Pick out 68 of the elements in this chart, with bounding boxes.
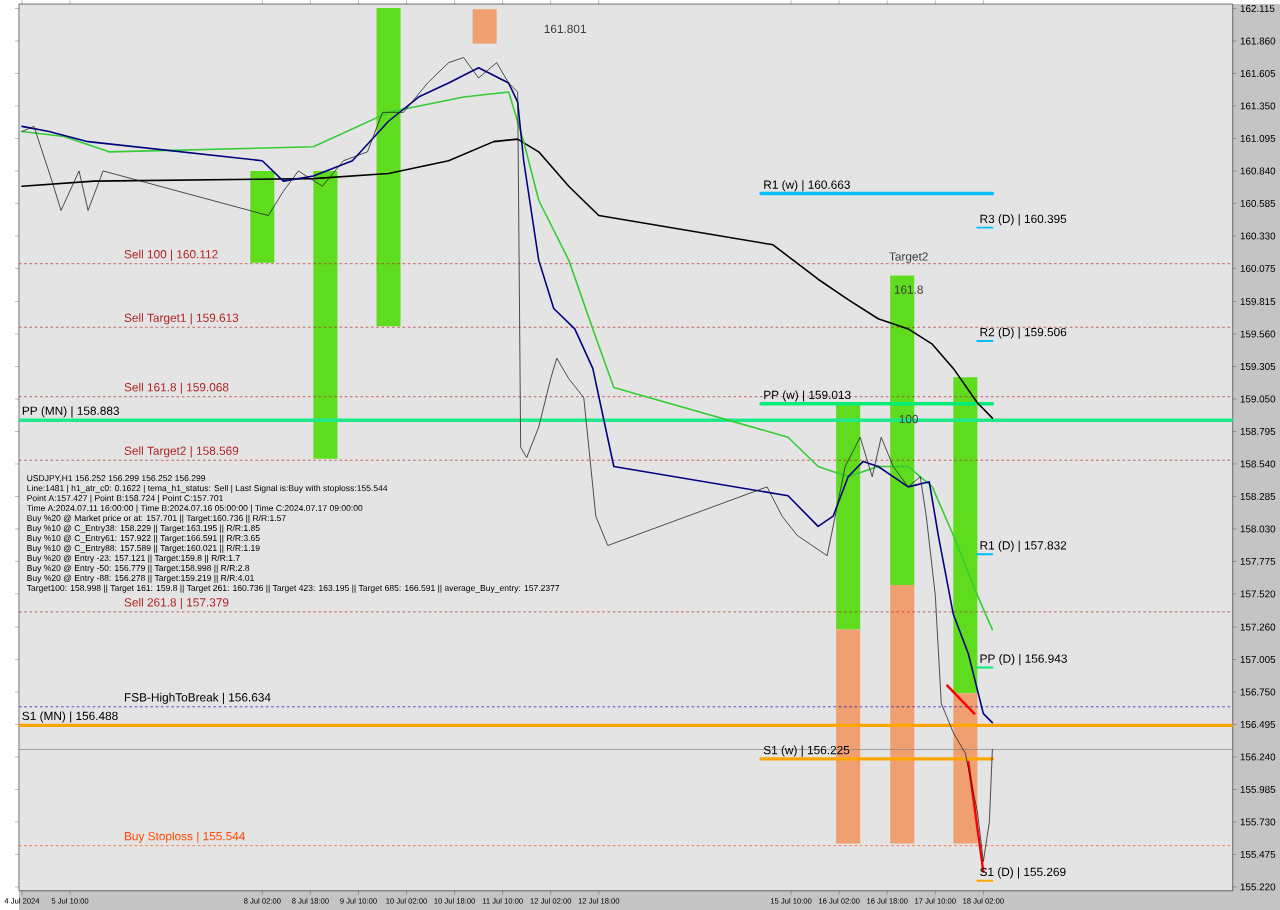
bar	[836, 402, 861, 630]
y-tick-label: 156.750	[1240, 688, 1276, 696]
line-series	[21, 66, 994, 724]
series-label: PP (D) | 156.943	[980, 653, 1067, 665]
y-tick-label: 160.075	[1240, 264, 1276, 272]
y-tick-label: 158.540	[1240, 460, 1276, 468]
y-tick-label: 161.095	[1240, 134, 1276, 142]
annotation: Buy %10 @ C_Entry88: 157.589 || Target:160.021 || R/R:1.19	[27, 544, 260, 553]
y-tick-label: 161.605	[1240, 69, 1276, 77]
annotation: Buy %10 @ C_Entry38: 158.229 || Target:163.195 || R/R:1.85	[27, 524, 260, 533]
y-tick-label: 155.475	[1240, 850, 1276, 858]
y-tick-label: 160.840	[1240, 167, 1276, 175]
y-tick-label: 157.775	[1240, 557, 1276, 565]
y-tick-label: 156.495	[1240, 720, 1276, 728]
ref-line-label: Sell 100 | 160.112	[124, 249, 218, 261]
y-tick-label: 156.240	[1240, 753, 1276, 761]
bar	[376, 7, 401, 327]
series-label: R3 (D) | 160.395	[980, 214, 1067, 226]
bar	[472, 8, 497, 44]
y-tick-label: 160.585	[1240, 199, 1276, 207]
y-tick-label: 157.005	[1240, 655, 1276, 663]
y-tick-label: 155.985	[1240, 785, 1276, 793]
ref-line-label: FSB-HighToBreak | 156.634	[124, 692, 271, 704]
y-tick-label: 162.115	[1240, 4, 1275, 12]
y-tick-label: 158.030	[1240, 525, 1276, 533]
ref-line-label: S1 (MN) | 156.488	[22, 711, 118, 723]
y-tick-label: 161.860	[1240, 37, 1276, 45]
y-tick-label: 158.285	[1240, 492, 1276, 500]
y-tick-label: 159.815	[1240, 297, 1276, 305]
series-label: R1 (w) | 160.663	[764, 179, 850, 192]
annotation: Target100: 158.998 || Target 161: 159.8 || Target 261: 160.736 || Target 423: 163.195 || Target 685: 166.591 || average_Buy_entry: 157.2377	[26, 584, 560, 593]
y-tick-label: 157.260	[1240, 623, 1276, 631]
series-label: S1 (D) | 155.269	[980, 867, 1066, 879]
y-tick-label: 159.305	[1240, 362, 1276, 370]
ref-line-label: Buy Stoploss | 155.544	[124, 831, 245, 843]
y-tick-label: 158.795	[1240, 427, 1276, 435]
y-tick-label: 159.560	[1240, 330, 1276, 338]
bar	[250, 170, 275, 263]
series-label: PP (w) | 159.013	[764, 390, 851, 402]
annotation: Time A:2024.07.11 16:00:00 | Time B:2024.07.16 05:00:00 | Time C:2024.07.17 09:00:00	[26, 504, 363, 513]
ref-line-label: Sell Target2 | 158.569	[124, 446, 239, 458]
annotation: Target2	[889, 252, 928, 263]
y-tick-label: 155.220	[1240, 883, 1276, 891]
bar	[890, 584, 915, 844]
y-tick-label: 160.330	[1240, 232, 1276, 240]
y-tick-label: 157.520	[1240, 590, 1276, 598]
line-series	[21, 90, 994, 631]
y-tick-label: 155.730	[1240, 818, 1276, 826]
annotation: Buy %20 @ Entry -88: 156.278 || Target:159.219 || R/R:4.01	[27, 574, 254, 583]
annotation: Buy %10 @ C_Entry61: 157.922 || Target:166.591 || R/R:3.65	[27, 534, 260, 543]
ref-line-label: Sell Target1 | 159.613	[124, 313, 239, 325]
series-label: R1 (D) | 157.832	[980, 540, 1067, 552]
line-series	[21, 56, 993, 862]
annotation: Line:1481 | h1_atr_c0: 0.1622 | tema_h1_status: Sell | Last Signal is:Buy with stoploss:155.544	[27, 484, 388, 493]
y-tick-label: 161.350	[1240, 102, 1276, 110]
annotation: Buy %20 @ Entry -50: 156.779 || Target:158.998 || R/R:2.8	[27, 564, 250, 573]
ref-line-label: PP (MN) | 158.883	[22, 406, 120, 418]
annotation: USDJPY,H1 156.252 156.299 156.252 156.299	[27, 474, 206, 482]
series-label: R2 (D) | 159.506	[980, 327, 1067, 339]
series-label: S1 (w) | 156.225	[763, 745, 850, 757]
y-tick-label: 159.050	[1240, 395, 1276, 403]
annotation: Point A:157.427 | Point B:158.724 | Point C:157.701	[27, 494, 223, 503]
annotation: 161.801	[544, 24, 586, 33]
ref-line-label: Sell 161.8 | 159.068	[124, 382, 229, 394]
annotation: Buy %20 @ Entry -23: 157.121 || Target:159.8 || R/R:1.7	[27, 554, 240, 563]
bar	[313, 170, 338, 459]
ref-line-label: Sell 261.8 | 157.379	[124, 597, 229, 609]
annotation: Buy %20 @ Market price or at: 157.701 || Target:160.736 || R/R:1.57	[27, 514, 286, 523]
